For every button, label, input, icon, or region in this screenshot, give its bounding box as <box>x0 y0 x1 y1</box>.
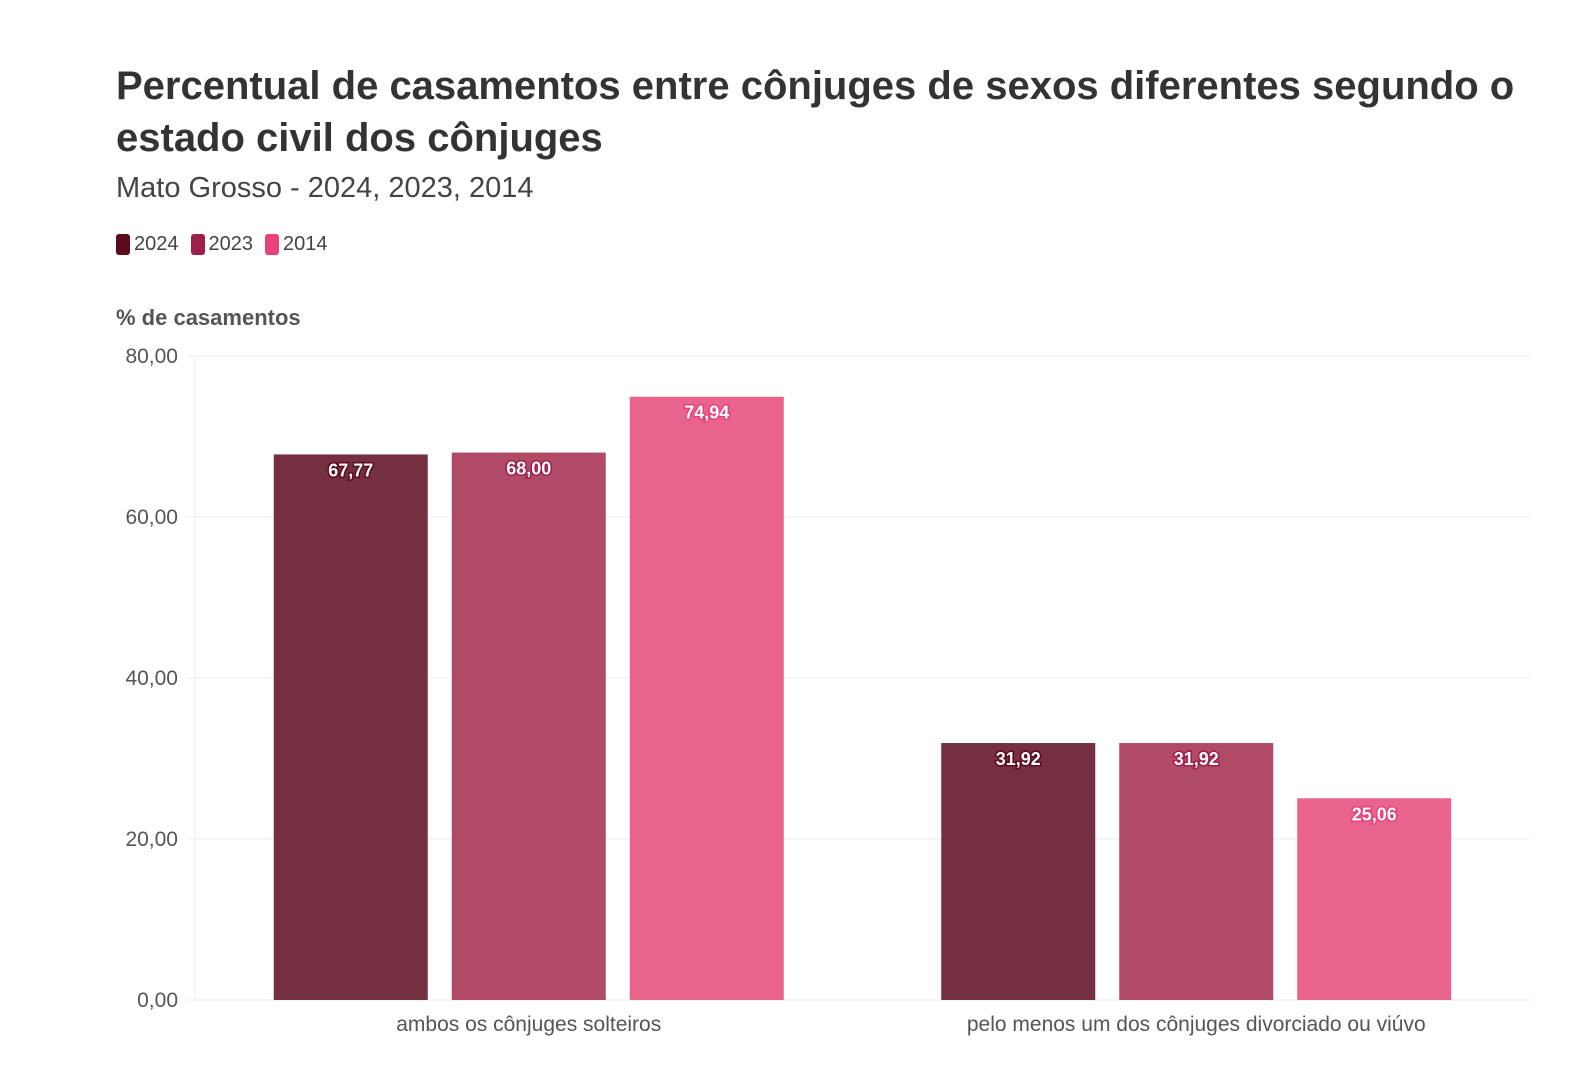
legend-swatch <box>116 234 130 255</box>
legend-item-2024[interactable]: 2024 <box>116 233 179 256</box>
legend-label: 2014 <box>283 233 328 255</box>
x-category-label: pelo menos um dos cônjuges divorciado ou… <box>967 1013 1426 1036</box>
chart-subtitle: Mato Grosso - 2024, 2023, 2014 <box>116 172 534 204</box>
bar-2014[interactable] <box>629 396 784 1000</box>
data-label: 74,94 <box>684 403 729 423</box>
legend-swatch <box>190 234 205 255</box>
y-tick-label: 80,00 <box>125 345 178 368</box>
data-label: 31,92 <box>1174 749 1219 769</box>
y-tick-label: 20,00 <box>125 828 178 851</box>
legend: 2024 2023 2014 <box>116 233 328 256</box>
bar-2024[interactable] <box>941 743 1096 1000</box>
chart-title: Percentual de casamentos entre cônjuges … <box>116 64 1515 160</box>
legend-label: 2023 <box>208 233 254 255</box>
legend-label: 2024 <box>134 233 179 255</box>
y-axis-label: % de casamentos <box>116 305 301 330</box>
legend-item-2014[interactable]: 2014 <box>265 233 328 256</box>
data-label: 67,77 <box>328 460 373 480</box>
data-label: 68,00 <box>506 459 551 479</box>
data-label: 31,92 <box>996 749 1041 769</box>
data-label: 25,06 <box>1352 804 1397 824</box>
bar-2014[interactable] <box>1297 798 1452 1000</box>
bar-2024[interactable] <box>273 454 428 1000</box>
legend-item-2023[interactable]: 2023 <box>190 233 254 256</box>
y-tick-label: 60,00 <box>125 506 178 529</box>
y-tick-label: 40,00 <box>125 667 178 690</box>
y-tick-label: 0,00 <box>137 989 178 1012</box>
x-category-label: ambos os cônjuges solteiros <box>396 1013 661 1036</box>
legend-swatch <box>265 234 279 255</box>
bar-2023[interactable] <box>1119 743 1274 1000</box>
bar-2023[interactable] <box>451 452 606 1001</box>
